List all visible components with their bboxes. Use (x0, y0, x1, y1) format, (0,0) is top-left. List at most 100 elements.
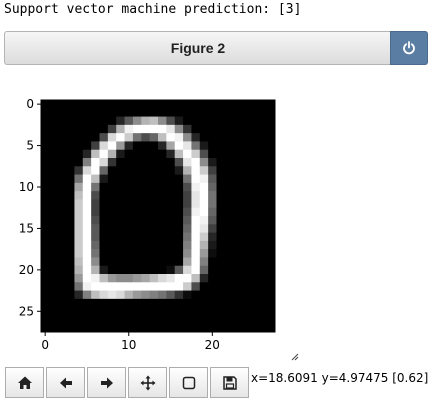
pixel-cell (183, 282, 192, 291)
zoom-button[interactable] (169, 367, 208, 398)
pixel-cell (124, 265, 134, 275)
pixel-cell (158, 199, 167, 209)
pixel-cell (174, 224, 184, 233)
pixel-cell (249, 249, 259, 258)
pixel-cell (166, 265, 176, 275)
pixel-cell (166, 116, 176, 126)
pixel-cell (249, 100, 259, 109)
pixel-cell (116, 290, 125, 300)
pixel-cell (199, 232, 209, 242)
pixel-cell (158, 323, 167, 333)
pixel-cell (216, 108, 226, 117)
pixel-cell (208, 207, 217, 217)
pixel-cell (41, 199, 50, 209)
pixel-cell (249, 133, 259, 142)
pixel-cell (166, 133, 176, 142)
pixel-cell (199, 307, 209, 316)
pixel-cell (99, 182, 109, 192)
pixel-cell (158, 257, 167, 267)
pixel-cell (124, 174, 134, 184)
pixel-cell (216, 158, 226, 167)
pixel-cell (99, 174, 109, 184)
pixel-cell (166, 315, 176, 325)
pixel-cell (141, 298, 151, 308)
pixel-cell (41, 274, 50, 283)
pixel-cell (174, 166, 184, 175)
pixel-cell (91, 274, 100, 283)
pixel-cell (66, 216, 75, 225)
pixel-cell (258, 108, 268, 117)
pixel-cell (124, 191, 134, 200)
pixel-cell (49, 158, 59, 167)
pixel-cell (216, 257, 226, 267)
pixel-cell (132, 216, 142, 225)
pixel-cell (166, 207, 176, 217)
pixel-cell (258, 307, 268, 316)
save-button[interactable] (210, 367, 249, 398)
pixel-cell (57, 207, 67, 217)
pixel-cell (266, 149, 276, 159)
pixel-cell (191, 199, 201, 209)
pixel-cell (116, 116, 125, 126)
pixel-cell (208, 174, 217, 184)
pixel-cell (166, 191, 176, 200)
pixel-cell (66, 149, 75, 159)
pixel-cell (99, 108, 109, 117)
forward-button[interactable] (87, 367, 126, 398)
back-button[interactable] (46, 367, 85, 398)
x-tick-label: 0 (41, 338, 49, 352)
pixel-cell (91, 100, 100, 109)
cursor-readout: x=18.6091 y=4.97475 [0.62] (251, 371, 429, 385)
pixel-cell (91, 141, 100, 151)
home-button[interactable] (5, 367, 44, 398)
pixel-cell (49, 100, 59, 109)
pixel-cell (166, 298, 176, 308)
pixel-cell (99, 249, 109, 258)
pixel-cell (174, 149, 184, 159)
pixel-cell (141, 116, 151, 126)
pixel-cell (66, 298, 75, 308)
pixel-cell (49, 133, 59, 142)
pixel-cell (141, 265, 151, 275)
pan-button[interactable] (128, 367, 167, 398)
pixel-cell (266, 315, 276, 325)
pixel-cell (191, 249, 201, 258)
pixel-cell (116, 141, 125, 151)
pixel-cell (41, 323, 50, 333)
pixel-cell (91, 133, 100, 142)
pixel-cell (107, 290, 117, 300)
pixel-cell (82, 282, 92, 291)
pixel-cell (241, 224, 251, 233)
pixel-cell (208, 257, 217, 267)
pixel-cell (208, 166, 217, 175)
pixel-cell (99, 265, 109, 275)
pixel-cell (183, 124, 192, 134)
pixel-cell (149, 265, 159, 275)
pixel-cell (166, 199, 176, 209)
pixel-cell (208, 100, 217, 109)
pixel-cell (107, 257, 117, 267)
pixel-cell (107, 240, 117, 250)
resize-handle-icon[interactable] (291, 353, 299, 361)
pixel-cell (166, 323, 176, 333)
pixel-cell (241, 199, 251, 209)
pixel-cell (208, 141, 217, 151)
pixel-cell (124, 307, 134, 316)
pixel-cell (107, 116, 117, 126)
pixel-cell (82, 149, 92, 159)
pixel-cell (183, 166, 192, 175)
image-plot[interactable]: 0 10 20 0 5 10 15 20 25 (0, 90, 300, 360)
pixel-cell (82, 249, 92, 258)
pixel-cell (241, 240, 251, 250)
pixel-cell (241, 100, 251, 109)
close-figure-button[interactable] (390, 31, 428, 65)
pixel-cell (174, 249, 184, 258)
pixel-cell (233, 232, 242, 242)
pixel-cell (57, 174, 67, 184)
pixel-cell (191, 133, 201, 142)
pixel-cell (158, 224, 167, 233)
pixel-cell (141, 207, 151, 217)
pixel-cell (183, 199, 192, 209)
figure-title: Figure 2 (170, 40, 226, 56)
pixel-cell (249, 216, 259, 225)
